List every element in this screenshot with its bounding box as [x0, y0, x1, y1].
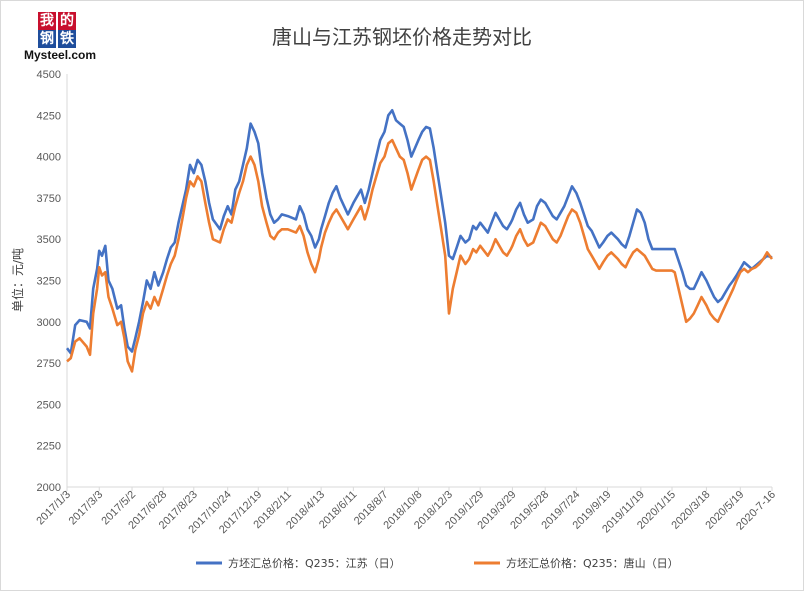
series-line-jiangsu — [65, 109, 773, 355]
legend: 方坯汇总价格：Q235：江苏（日） 方坯汇总价格：Q235：唐山（日） — [196, 556, 679, 570]
legend-label-jiangsu: 方坯汇总价格：Q235：江苏（日） — [228, 556, 401, 570]
mysteel-logo: 我 的 钢 铁 Mysteel.com — [24, 12, 124, 64]
x-tick-label: 2017/1/3 — [34, 489, 73, 528]
y-axis-label: 单位：元/吨 — [10, 248, 25, 312]
logo-char: 铁 — [58, 30, 76, 48]
series-layer — [65, 109, 774, 373]
logo-char: 我 — [38, 12, 56, 30]
chart-title: 唐山与江苏钢坯价格走势对比 — [272, 25, 532, 49]
y-tick-label: 2250 — [37, 441, 61, 453]
logo-char: 钢 — [38, 30, 56, 48]
y-tick-label: 4000 — [37, 152, 61, 164]
logo-site-text: Mysteel.com — [24, 48, 97, 62]
y-axis: 2000 2250 2500 2750 3000 3250 3500 3750 4000 4250… — [37, 69, 68, 494]
y-tick-label: 4500 — [37, 69, 61, 81]
logo-char: 的 — [58, 12, 76, 30]
y-tick-label: 3750 — [37, 193, 61, 205]
legend-label-tangshan: 方坯汇总价格：Q235：唐山（日） — [506, 556, 679, 570]
series-line-tangshan — [66, 138, 774, 373]
x-axis: 2017/1/32017/3/32017/5/22017/6/282017/8/… — [34, 486, 778, 536]
y-tick-label: 3500 — [37, 234, 61, 246]
y-tick-label: 4250 — [37, 110, 61, 122]
y-tick-label: 2500 — [37, 399, 61, 411]
y-tick-label: 3000 — [37, 317, 61, 329]
x-tick-label: 2017/3/3 — [67, 489, 106, 528]
y-tick-label: 3250 — [37, 276, 61, 288]
y-tick-label: 2000 — [37, 482, 61, 494]
y-tick-label: 2750 — [37, 358, 61, 370]
